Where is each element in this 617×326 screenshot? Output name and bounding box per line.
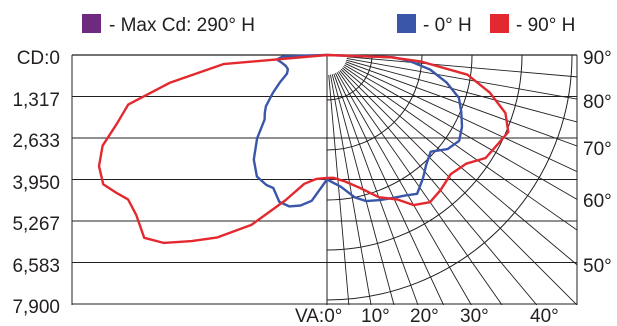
y-tick-label: 2,633 bbox=[12, 131, 60, 152]
y-tick-label: 3,950 bbox=[12, 173, 60, 194]
legend-label-0-h: - 0° H bbox=[423, 15, 472, 36]
y-tick-label: 7,900 bbox=[12, 297, 60, 318]
x-tick-label: 20° bbox=[410, 306, 439, 326]
series-curve-0-h bbox=[252, 53, 464, 208]
polar-spoke bbox=[330, 74, 372, 305]
y-tick-label: 1,317 bbox=[12, 90, 60, 111]
legend: - Max Cd: 290° H - 0° H - 90° H bbox=[82, 14, 575, 36]
polar-spoke bbox=[339, 70, 538, 305]
legend-label-max-cd: - Max Cd: 290° H bbox=[109, 15, 255, 36]
polar-spoke bbox=[342, 67, 577, 266]
y-tick-label: 6,583 bbox=[12, 256, 60, 277]
polar-spoke bbox=[343, 66, 577, 231]
legend-swatch-90-h bbox=[490, 14, 509, 33]
angle-label: 80° bbox=[583, 92, 612, 113]
y-tick-label: 5,267 bbox=[12, 214, 60, 235]
y-axis: CD:0 1,317 2,633 3,950 5,267 6,583 7,900 bbox=[12, 48, 60, 318]
polar-spoke bbox=[345, 61, 577, 147]
polar-spoke bbox=[335, 72, 444, 305]
angle-label: 60° bbox=[583, 191, 612, 212]
polar-spoke bbox=[333, 73, 419, 305]
polar-spoke bbox=[328, 74, 350, 305]
polar-spoke bbox=[340, 68, 577, 305]
polar-spoke bbox=[346, 58, 577, 100]
x-tick-label: 30° bbox=[460, 306, 489, 326]
polar-spoke bbox=[346, 59, 577, 123]
x-tick-label: 10° bbox=[361, 306, 390, 326]
angle-labels: 90° 80° 70° 60° 50° bbox=[583, 48, 612, 277]
legend-swatch-max-cd bbox=[82, 14, 101, 33]
angle-label: 90° bbox=[583, 48, 612, 69]
y-tick-label: CD:0 bbox=[17, 48, 60, 69]
angle-label: 70° bbox=[583, 139, 612, 160]
x-tick-label: VA:0° bbox=[295, 306, 342, 326]
legend-swatch-0-h bbox=[397, 14, 416, 33]
intensity-curves bbox=[97, 53, 510, 245]
legend-label-90-h: - 90° H bbox=[516, 15, 575, 36]
x-tick-label: 40° bbox=[530, 306, 559, 326]
angle-label: 50° bbox=[583, 256, 612, 277]
polar-spoke bbox=[346, 56, 577, 78]
polar-spoke bbox=[336, 72, 472, 305]
chart-grid bbox=[71, 54, 578, 305]
series-curve-90-h bbox=[97, 53, 510, 245]
x-axis: VA:0° 10° 20° 30° 40° bbox=[295, 306, 559, 326]
